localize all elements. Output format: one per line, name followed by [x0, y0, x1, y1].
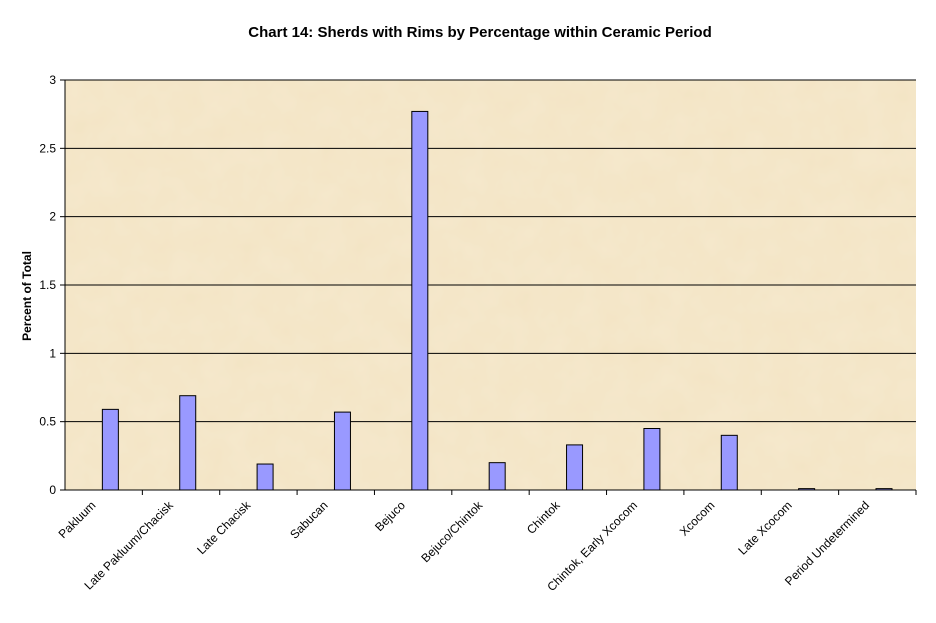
bar-bejuco — [411, 110, 429, 491]
bar-late-pakluum-chacisk — [179, 395, 197, 491]
y-tick-label: 0.5 — [39, 415, 56, 429]
y-tick-label: 2 — [49, 210, 56, 224]
x-category-label: Bejuco/Chintok — [418, 498, 486, 566]
x-category-label: Bejuco — [372, 498, 408, 534]
bar-chintok-early-xcocom — [643, 428, 661, 491]
x-category-label: Chintok, Early Xcocom — [544, 498, 640, 594]
bar-xcocom — [720, 434, 738, 491]
x-category-label: Late Xcocom — [735, 498, 794, 557]
y-axis-label: Percent of Total — [20, 251, 34, 341]
chart-title: Chart 14: Sherds with Rims by Percentage… — [248, 24, 711, 41]
axes — [60, 79, 917, 495]
y-tick-label: 1 — [49, 346, 56, 360]
bar-pakluum — [101, 408, 119, 491]
bar-chintok — [566, 444, 584, 491]
y-tick-labels: 0 0.5 1 1.5 2 2.5 3 — [39, 73, 56, 497]
x-category-label: Pakluum — [56, 498, 99, 541]
bar-sabucan — [333, 411, 351, 491]
y-tick-label: 0 — [49, 483, 56, 497]
bar-late-chacisk — [256, 463, 274, 491]
y-tick-label: 1.5 — [39, 278, 56, 292]
y-tick-label: 3 — [49, 73, 56, 87]
bars — [101, 110, 893, 491]
bar-bejuco-chintok — [488, 462, 506, 491]
gridlines — [65, 79, 916, 423]
x-category-label: Period Undetermined — [782, 498, 872, 588]
x-category-label: Xcocom — [677, 498, 718, 539]
x-category-label: Sabucan — [287, 498, 330, 541]
x-category-label: Chintok — [524, 498, 563, 537]
x-category-label: Late Pakluum/Chacisk — [82, 498, 177, 593]
y-tick-label: 2.5 — [39, 141, 56, 155]
x-category-label: Late Chacisk — [194, 498, 254, 558]
